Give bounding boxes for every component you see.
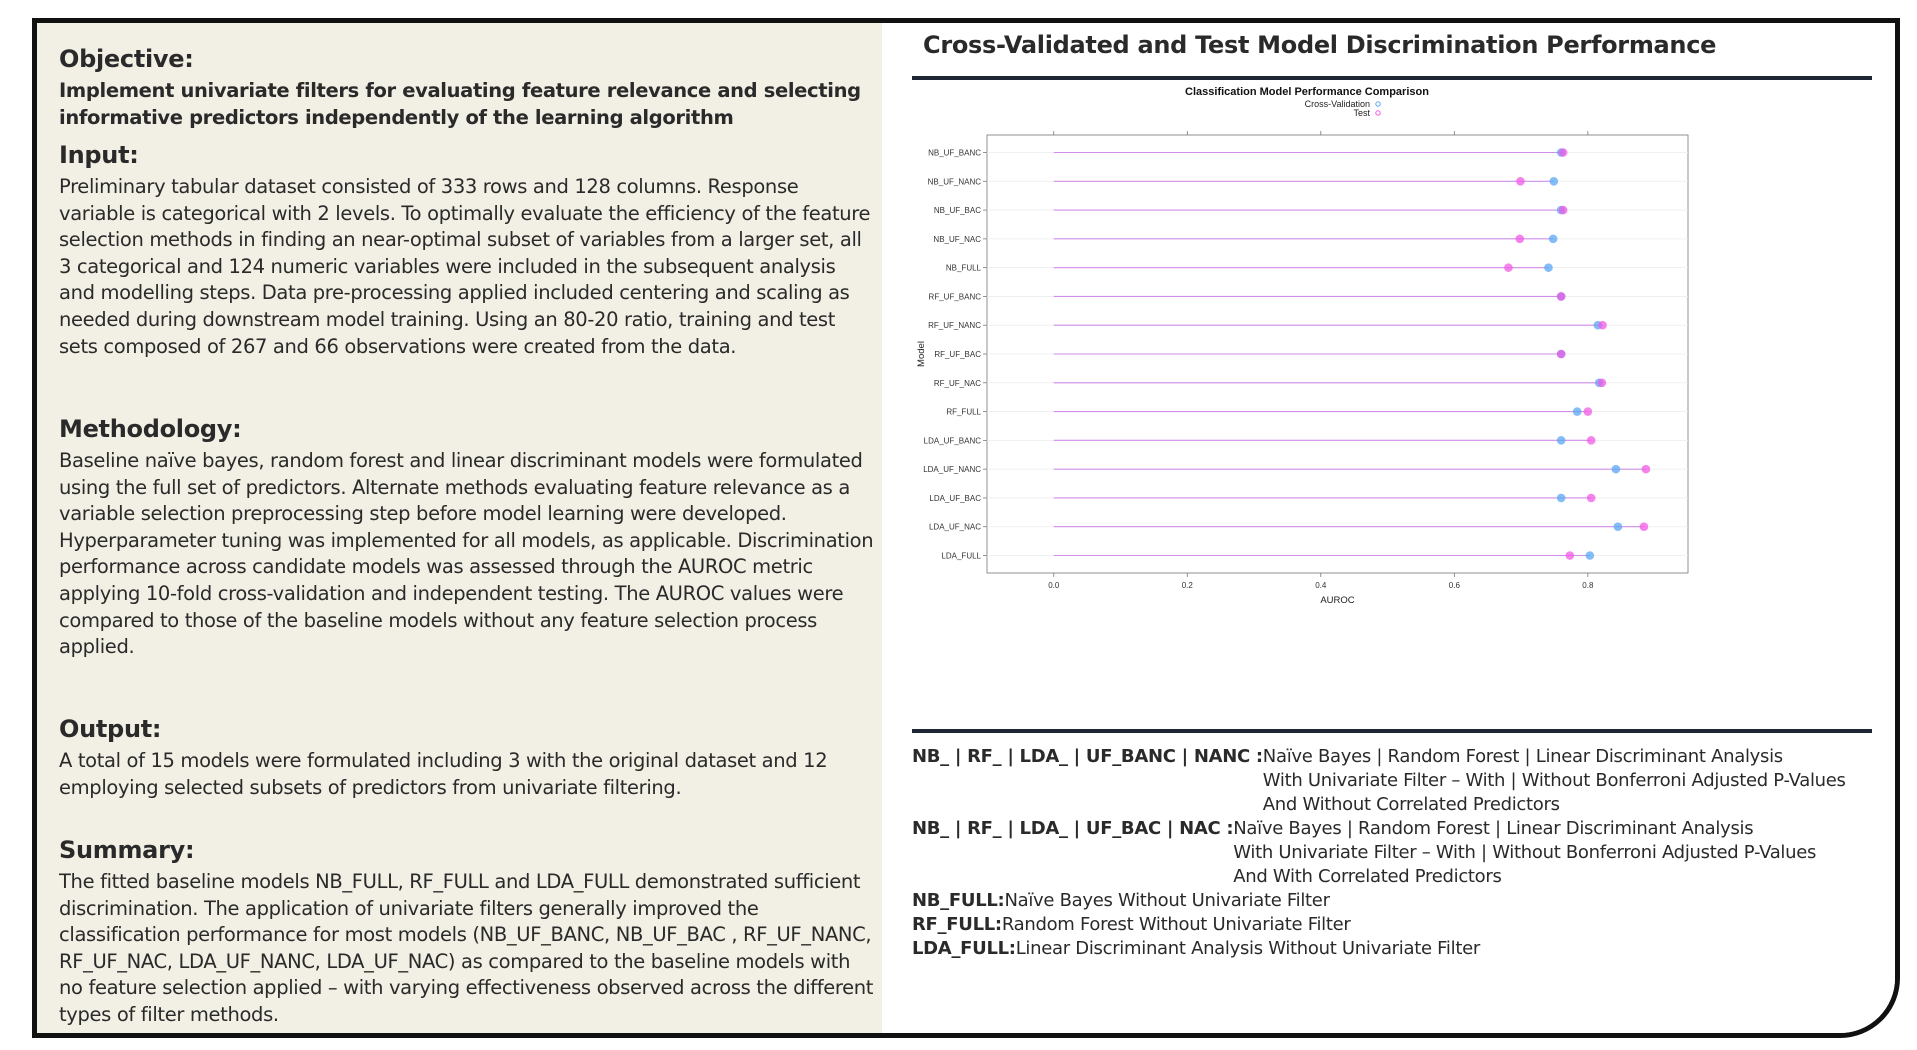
- x-axis-label: AUROC: [1320, 595, 1354, 606]
- title-divider: [912, 76, 1872, 80]
- legend-row: NB_ | RF_ | LDA_ | UF_BAC | NAC : Naïve …: [912, 817, 1892, 889]
- x-tick-label: 0.8: [1582, 581, 1594, 590]
- methodology-heading: Methodology:: [59, 415, 242, 443]
- legend-desc: Naïve Bayes | Random Forest | Linear Dis…: [1262, 746, 1846, 815]
- legend-desc: Naïve Bayes Without Univariate Filter: [1004, 890, 1330, 911]
- legend-desc: Random Forest Without Univariate Filter: [1001, 914, 1351, 935]
- test-point: [1597, 378, 1607, 388]
- legend-row: NB_ | RF_ | LDA_ | UF_BANC | NANC : Naïv…: [912, 745, 1892, 817]
- methodology-section: Methodology: Baseline naïve bayes, rando…: [59, 415, 874, 661]
- test-point: [1565, 551, 1575, 560]
- summary-body: The fitted baseline models NB_FULL, RF_F…: [59, 870, 874, 1026]
- cv-point: [1556, 436, 1566, 445]
- test-point: [1558, 205, 1568, 215]
- test-point: [1558, 148, 1568, 157]
- test-point: [1556, 292, 1566, 301]
- test-point: [1516, 176, 1525, 186]
- legend-key: RF_FULL:: [912, 914, 1002, 935]
- summary-section: Summary: The fitted baseline models NB_F…: [59, 836, 874, 1029]
- y-tick-label: LDA_UF_NANC: [923, 465, 981, 474]
- legend-key: NB_ | RF_ | LDA_ | UF_BAC | NAC :: [912, 818, 1234, 839]
- cv-point: [1572, 407, 1582, 416]
- auroc-dot-plot: Classification Model Performance Compari…: [916, 86, 1689, 606]
- y-tick-label: LDA_UF_BANC: [924, 436, 982, 445]
- objective-body: Implement univariate filters for evaluat…: [59, 79, 861, 129]
- output-body: A total of 15 models were formulated inc…: [59, 749, 828, 799]
- test-point: [1641, 464, 1651, 474]
- y-tick-label: NB_UF_NAC: [933, 235, 981, 244]
- input-section: Input: Preliminary tabular dataset consi…: [59, 141, 874, 360]
- test-point: [1598, 320, 1607, 330]
- legend-desc: Linear Discriminant Analysis Without Uni…: [1015, 938, 1481, 959]
- left-panel: Objective: Implement univariate filters …: [37, 23, 882, 1033]
- y-tick-label: NB_UF_BANC: [928, 149, 981, 158]
- cv-point: [1585, 551, 1595, 560]
- x-tick-label: 0.2: [1182, 581, 1194, 590]
- test-point: [1583, 407, 1593, 416]
- y-tick-label: RF_UF_NAC: [934, 379, 981, 388]
- right-panel-title: Cross-Validated and Test Model Discrimin…: [923, 31, 1717, 59]
- x-tick-label: 0.0: [1048, 581, 1060, 590]
- y-tick-label: RF_FULL: [946, 408, 981, 417]
- methodology-body: Baseline naïve bayes, random forest and …: [59, 449, 874, 659]
- chart-title: Classification Model Performance Compari…: [1185, 86, 1429, 98]
- cv-point: [1611, 464, 1621, 474]
- y-tick-label: RF_UF_BAC: [934, 350, 981, 359]
- legend-label: Test: [1353, 108, 1370, 118]
- legend-row: NB_FULL: Naïve Bayes Without Univariate …: [912, 889, 1892, 913]
- test-point: [1586, 493, 1596, 503]
- y-tick-label: NB_FULL: [946, 264, 982, 273]
- cv-point: [1613, 522, 1623, 532]
- test-point: [1515, 234, 1525, 244]
- legend-marker: [1375, 101, 1381, 107]
- y-tick-label: LDA_FULL: [941, 552, 981, 561]
- cv-point: [1548, 234, 1558, 244]
- y-tick-label: NB_UF_NANC: [928, 177, 982, 186]
- cv-point: [1556, 493, 1566, 503]
- legend-label: Cross-Validation: [1305, 99, 1370, 109]
- y-tick-label: RF_UF_BANC: [929, 292, 982, 301]
- test-point: [1504, 263, 1513, 272]
- legend-desc: Naïve Bayes | Random Forest | Linear Dis…: [1233, 818, 1817, 887]
- legend-row: RF_FULL: Random Forest Without Univariat…: [912, 913, 1892, 937]
- legend-key: NB_ | RF_ | LDA_ | UF_BANC | NANC :: [912, 746, 1263, 767]
- legend-row: LDA_FULL: Linear Discriminant Analysis W…: [912, 937, 1892, 961]
- legend-marker: [1375, 110, 1381, 116]
- test-point: [1639, 522, 1649, 532]
- output-section: Output: A total of 15 models were formul…: [59, 715, 874, 801]
- output-heading: Output:: [59, 715, 162, 743]
- cv-point: [1544, 263, 1553, 272]
- test-point: [1586, 436, 1596, 445]
- x-tick-label: 0.6: [1449, 581, 1461, 590]
- legend-key: NB_FULL:: [912, 890, 1005, 911]
- y-tick-label: RF_UF_NANC: [928, 321, 981, 330]
- cv-point: [1549, 176, 1559, 186]
- input-body: Preliminary tabular dataset consisted of…: [59, 175, 871, 358]
- test-point: [1556, 349, 1566, 359]
- y-tick-label: NB_UF_BAC: [934, 206, 981, 215]
- y-axis-label: Model: [916, 341, 927, 367]
- chart-divider: [912, 729, 1872, 733]
- abbreviation-legend: NB_ | RF_ | LDA_ | UF_BANC | NANC : Naïv…: [912, 745, 1892, 961]
- slide-frame: Objective: Implement univariate filters …: [32, 18, 1900, 1038]
- y-tick-label: LDA_UF_BAC: [929, 494, 981, 503]
- x-tick-label: 0.4: [1315, 581, 1327, 590]
- input-heading: Input:: [59, 141, 139, 169]
- objective-heading: Objective:: [59, 45, 194, 73]
- objective-section: Objective: Implement univariate filters …: [59, 45, 874, 131]
- y-tick-label: LDA_UF_NAC: [929, 523, 981, 532]
- summary-heading: Summary:: [59, 836, 195, 864]
- legend-key: LDA_FULL:: [912, 938, 1016, 959]
- right-panel: Cross-Validated and Test Model Discrimin…: [882, 23, 1895, 1033]
